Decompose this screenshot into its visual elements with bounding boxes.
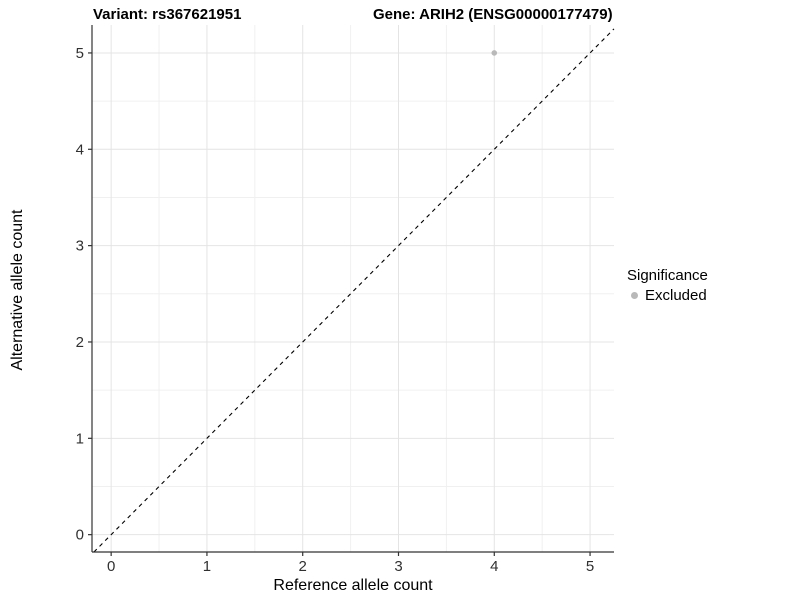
x-tick-label: 4 <box>490 558 498 575</box>
gene-title: Gene: ARIH2 (ENSG00000177479) <box>373 6 613 23</box>
y-tick-label: 4 <box>76 141 84 158</box>
legend: Significance Excluded <box>627 267 708 304</box>
variant-title: Variant: rs367621951 <box>93 6 242 23</box>
y-tick-label: 5 <box>76 45 84 62</box>
x-tick-label: 5 <box>586 558 594 575</box>
x-tick-label: 0 <box>107 558 115 575</box>
legend-entry-label: Excluded <box>645 287 707 304</box>
data-point <box>491 50 498 56</box>
y-tick-label: 1 <box>76 430 84 447</box>
legend-entry-excluded: Excluded <box>627 287 708 304</box>
y-tick-label: 2 <box>76 334 84 351</box>
legend-point-icon <box>631 292 638 299</box>
y-tick-label: 3 <box>76 238 84 255</box>
x-tick-label: 3 <box>394 558 402 575</box>
x-tick-label: 1 <box>203 558 211 575</box>
y-tick-label: 0 <box>76 527 84 544</box>
x-tick-label: 2 <box>299 558 307 575</box>
x-axis-label: Reference allele count <box>273 577 433 594</box>
identity-dashed-line <box>93 28 615 553</box>
legend-title: Significance <box>627 267 708 284</box>
y-axis-label: Alternative allele count <box>9 209 26 371</box>
